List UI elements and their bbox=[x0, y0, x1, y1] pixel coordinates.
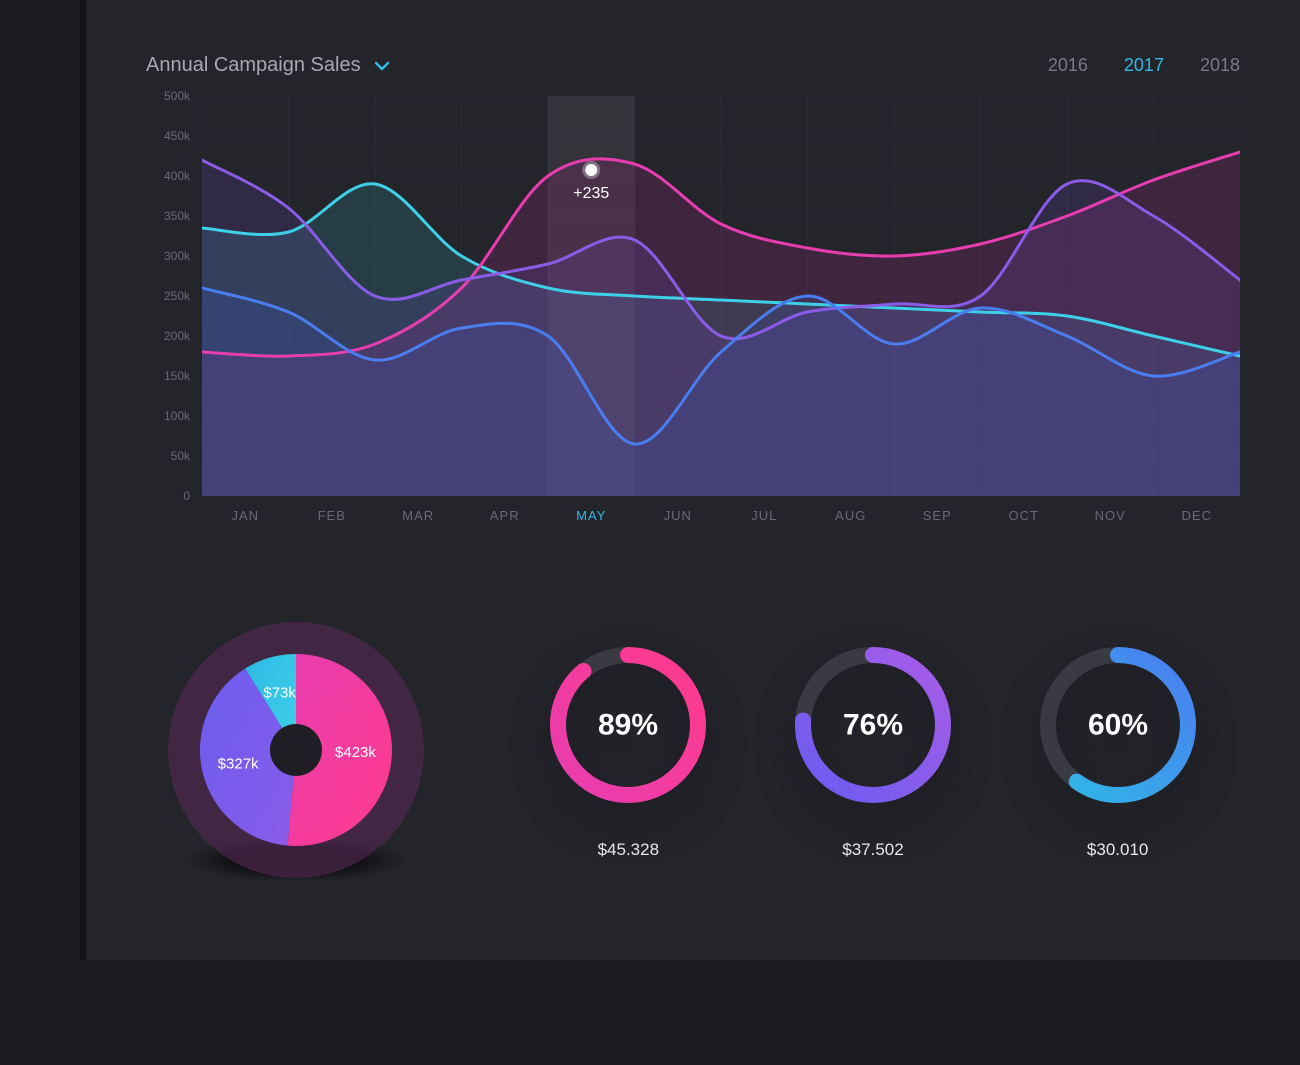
chart-plot[interactable]: +235 bbox=[202, 96, 1240, 496]
y-tick-label: 0 bbox=[183, 489, 190, 503]
y-tick-label: 50k bbox=[171, 449, 190, 463]
dashboard-panel: Annual Campaign Sales 2016 2017 2018 0 50… bbox=[86, 0, 1300, 960]
y-tick-label: 500k bbox=[164, 89, 190, 103]
svg-text:60%: 60% bbox=[1088, 709, 1148, 742]
ring-amount: $37.502 bbox=[842, 840, 903, 860]
x-tick-label[interactable]: JAN bbox=[202, 508, 289, 523]
x-tick-label[interactable]: OCT bbox=[981, 508, 1068, 523]
x-tick-label[interactable]: AUG bbox=[808, 508, 895, 523]
line-chart: 050k100k150k200k250k300k350k400k450k500k… bbox=[146, 96, 1240, 536]
page-title: Annual Campaign Sales bbox=[146, 54, 361, 77]
svg-text:$327k: $327k bbox=[218, 755, 259, 772]
y-tick-label: 300k bbox=[164, 249, 190, 263]
header: Annual Campaign Sales 2016 2017 2018 bbox=[146, 54, 1240, 77]
year-tab-2018[interactable]: 2018 bbox=[1200, 55, 1240, 76]
svg-text:$73k: $73k bbox=[263, 684, 296, 701]
progress-rings: 89% $45.328 76% $37.502 bbox=[466, 640, 1240, 860]
y-tick-label: 250k bbox=[164, 289, 190, 303]
progress-ring: 60% $30.010 bbox=[1033, 640, 1203, 860]
bottom-metrics-row: $423k $327k $73k 89% $45.328 bbox=[146, 600, 1240, 900]
x-tick-label[interactable]: JUN bbox=[635, 508, 722, 523]
svg-text:89%: 89% bbox=[598, 709, 658, 742]
svg-text:+235: +235 bbox=[573, 185, 609, 202]
year-tab-2017[interactable]: 2017 bbox=[1124, 55, 1164, 76]
y-tick-label: 450k bbox=[164, 129, 190, 143]
y-tick-label: 400k bbox=[164, 169, 190, 183]
chevron-down-icon bbox=[375, 58, 389, 74]
x-tick-label[interactable]: MAR bbox=[375, 508, 462, 523]
donut-chart: $423k $327k $73k bbox=[146, 610, 466, 890]
x-tick-label[interactable]: MAY bbox=[548, 508, 635, 523]
progress-ring: 89% $45.328 bbox=[543, 640, 713, 860]
x-tick-label[interactable]: FEB bbox=[289, 508, 376, 523]
y-axis-labels: 050k100k150k200k250k300k350k400k450k500k bbox=[146, 96, 202, 496]
x-tick-label[interactable]: NOV bbox=[1067, 508, 1154, 523]
x-tick-label[interactable]: APR bbox=[462, 508, 549, 523]
y-tick-label: 100k bbox=[164, 409, 190, 423]
x-tick-label[interactable]: DEC bbox=[1154, 508, 1241, 523]
title-dropdown[interactable]: Annual Campaign Sales bbox=[146, 54, 389, 77]
y-tick-label: 350k bbox=[164, 209, 190, 223]
svg-text:$423k: $423k bbox=[335, 744, 376, 761]
year-tab-2016[interactable]: 2016 bbox=[1048, 55, 1088, 76]
year-tabs: 2016 2017 2018 bbox=[1048, 55, 1240, 76]
x-tick-label[interactable]: SEP bbox=[894, 508, 981, 523]
y-tick-label: 200k bbox=[164, 329, 190, 343]
x-axis-labels: JANFEBMARAPRMAYJUNJULAUGSEPOCTNOVDEC bbox=[202, 508, 1240, 523]
x-tick-label[interactable]: JUL bbox=[721, 508, 808, 523]
progress-ring: 76% $37.502 bbox=[788, 640, 958, 860]
ring-amount: $45.328 bbox=[598, 840, 659, 860]
ring-amount: $30.010 bbox=[1087, 840, 1148, 860]
y-tick-label: 150k bbox=[164, 369, 190, 383]
svg-text:76%: 76% bbox=[843, 709, 903, 742]
